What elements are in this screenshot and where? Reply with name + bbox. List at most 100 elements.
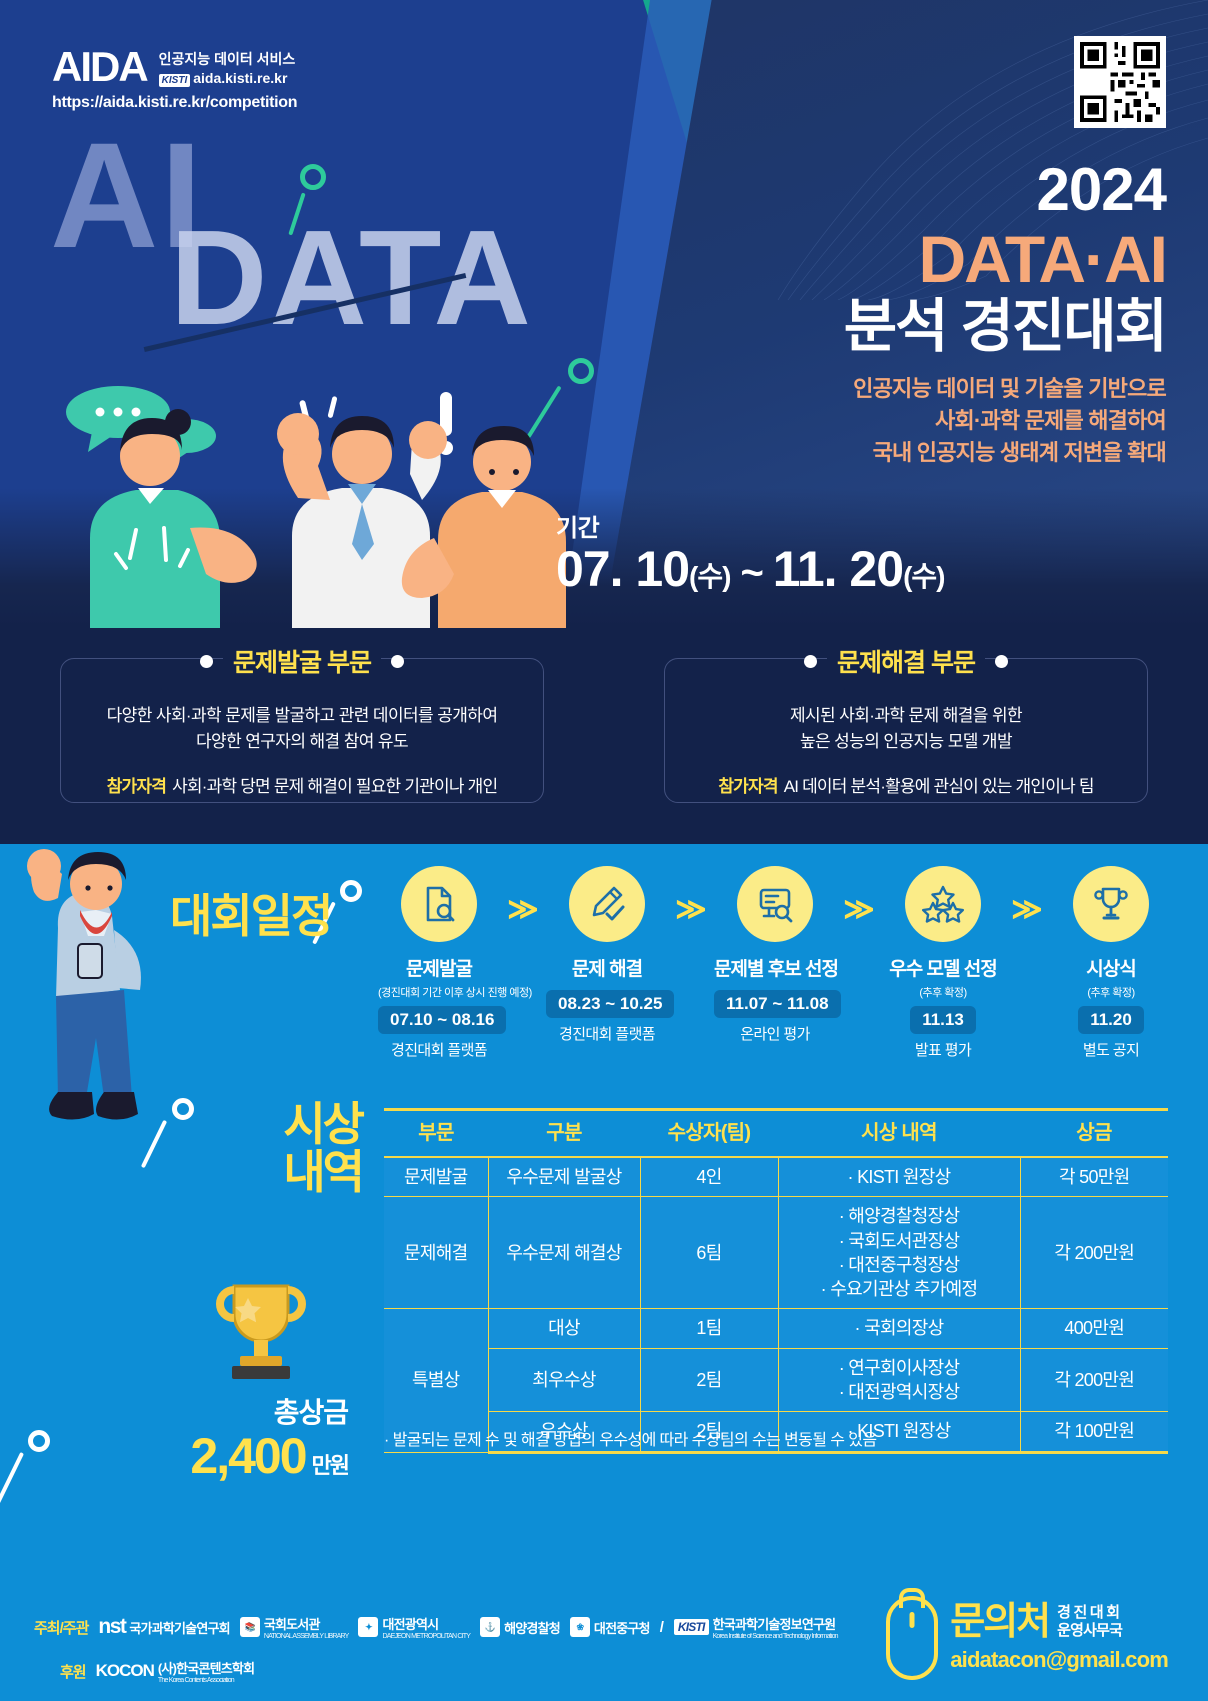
watermark-ai-data: AI DATA — [30, 111, 650, 439]
competition-url[interactable]: https://aida.kisti.re.kr/competition — [52, 94, 298, 111]
junggu-emblem-icon: ❀ — [569, 1617, 590, 1637]
category-dot-right-icon — [390, 654, 404, 668]
host-name-junggu: 대전중구청 — [593, 1620, 651, 1636]
title-desc-line-2: 사회·과학 문제를 해결하여 — [935, 407, 1167, 433]
people-illustration — [66, 386, 566, 628]
cell-amount: 각 50만원 — [1019, 1156, 1168, 1198]
sponsor-logo-kocon: KOCON (사)한국콘텐츠학회 The Korea Contents Asso… — [95, 1661, 255, 1684]
step-circle-5 — [1073, 866, 1149, 942]
cell-bumun-2: 문제해결 — [384, 1196, 489, 1310]
step-where-2: 경진대회 플랫폼 — [559, 1026, 656, 1043]
footer-section — [0, 1584, 1208, 1701]
daejeon-emblem-icon: ✦ — [358, 1617, 379, 1637]
col-header-detail: 시상 내역 — [778, 1108, 1020, 1158]
footer-separator: / — [659, 1618, 664, 1636]
total-prize-block: 총상금 2,400 만원 — [168, 1276, 350, 1481]
pin-tail-decoration — [288, 192, 306, 236]
pencil-check-icon — [592, 886, 625, 921]
aida-logo-mark: AIDA — [52, 43, 149, 90]
sponsor-en-kocon: The Korea Contents Association — [157, 1677, 235, 1684]
cell-count-5: 2팀 — [639, 1411, 779, 1454]
cell-count-3: 1팀 — [639, 1308, 779, 1349]
category-body-line-2-b: 높은 성능의 인공지능 모델 개발 — [799, 731, 1013, 751]
cell-gubun-3: 대상 — [487, 1308, 641, 1349]
period-start: 07. 10 — [556, 541, 690, 597]
cell-gubun-2: 우수문제 해결상 — [487, 1196, 641, 1310]
host-name-coastguard: 해양경찰청 — [504, 1620, 561, 1636]
step-where-4: 발표 평가 — [914, 1042, 972, 1059]
step-note-5: (추후 확정) — [1087, 987, 1135, 999]
qr-code[interactable] — [1074, 36, 1166, 128]
contact-title: 문의처 — [950, 1601, 1051, 1643]
contact-office-line-2: 운영사무국 — [1057, 1622, 1123, 1640]
year-label: 2024 — [1036, 156, 1167, 223]
col-header-gubun: 구분 — [488, 1108, 640, 1158]
step-note: (경진대회 기간 이후 상시 진행 예정) — [378, 987, 532, 999]
table-header-row: 부문 구분 수상자(팀) 시상 내역 상금 — [384, 1108, 1168, 1158]
category-title: 문제발굴 부문 — [223, 643, 381, 679]
cell-gubun: 우수문제 발굴상 — [487, 1156, 641, 1198]
trophy-icon — [1094, 887, 1128, 920]
step-label-3: 문제별 후보 선정 — [714, 959, 839, 980]
watermark-ai-text: AI — [50, 111, 204, 279]
contact-email[interactable]: aidatacon@gmail.com — [950, 1647, 1169, 1672]
qualification-text-2: AI 데이터 분석·활용에 관심이 있는 개인이나 팀 — [783, 777, 1095, 796]
schedule-step[interactable]: 문제발굴 (경진대회 기간 이후 상시 진행 예정) 07.10 ~ 08.16… — [378, 866, 532, 1060]
qualification-label: 참가자격 — [106, 777, 167, 796]
table-row: 문제발굴 우수문제 발굴상 4인 · KISTI 원장상 각 50만원 — [384, 1156, 1168, 1198]
host-organizations-row: 주최/주관 nst 국가과학기술연구회 📚 국회도서관 NATIONAL ASS… — [34, 1614, 839, 1640]
chevron-right-icon-3: ≫ — [843, 893, 875, 926]
library-emblem-icon: 📚 — [239, 1617, 260, 1637]
col-header-count: 수상자(팀) — [640, 1108, 778, 1158]
period-start-day: (수) — [689, 561, 731, 592]
category-box-solving: 문제해결 부문 제시된 사회·과학 문제 해결을 위한 높은 성능의 인공지능 … — [664, 643, 1148, 803]
period-end: 11. 20 — [772, 541, 904, 597]
host-logo-junggu: ❀ 대전중구청 — [569, 1617, 651, 1637]
cell-amount-5: 각 100만원 — [1019, 1411, 1168, 1454]
host-en-kisti: Korea Institute of Science and Technolog… — [712, 1633, 839, 1640]
contact-block: 문의처 경 진 대 회 운영사무국 aidatacon@gmail.com — [886, 1596, 1169, 1680]
prize-table: 부문 구분 수상자(팀) 시상 내역 상금 문제발굴 우수문제 발굴상 4인 ·… — [384, 1108, 1168, 1454]
total-prize-amount: 2,400 만원 — [168, 1431, 350, 1481]
step-where: 경진대회 플랫폼 — [391, 1042, 488, 1059]
host-en-daejeon: DAEJEON METROPOLITAN CITY — [382, 1633, 471, 1640]
qualification-text: 사회·과학 당면 문제 해결이 필요한 기관이나 개인 — [172, 777, 498, 796]
sponsor-label: 후원 — [60, 1663, 87, 1681]
category-body-line-1: 다양한 사회·과학 문제를 발굴하고 관련 데이터를 공개하여 — [106, 706, 498, 725]
step-label-4: 우수 모델 선정 — [889, 959, 997, 980]
gold-trophy-icon — [216, 1284, 306, 1379]
schedule-step-4[interactable]: 우수 모델 선정 (추후 확정) 11.13 발표 평가 — [882, 866, 1004, 1060]
pin-circle-icon-5 — [340, 880, 362, 902]
host-name-kisti: 한국과학기술정보연구원 — [712, 1617, 837, 1632]
prize-title-line-1: 시상 — [283, 1098, 365, 1150]
table-row-5: 우수상 2팀 · KISTI 원장상 각 100만원 — [384, 1411, 1168, 1454]
aida-logo-block[interactable]: AIDA 인공지능 데이터 서비스 KISTI aida.kisti.re.kr … — [52, 43, 298, 112]
category-title-2: 문제해결 부문 — [827, 643, 985, 679]
list-search-icon — [759, 888, 793, 923]
cell-detail: · KISTI 원장상 — [777, 1156, 1021, 1198]
category-body-line-2: 다양한 연구자의 해결 참여 유도 — [195, 731, 409, 751]
aida-site-label: aida.kisti.re.kr — [193, 69, 288, 86]
schedule-step-2[interactable]: 문제 해결 08.23 ~ 10.25 경진대회 플랫폼 — [546, 866, 675, 1044]
host-logo-daejeon: ✦ 대전광역시 DAEJEON METROPOLITAN CITY — [358, 1614, 471, 1640]
step-circle-2 — [569, 866, 645, 942]
step-circle-4 — [905, 866, 981, 942]
period-block: 기간 07. 10(수) ~11. 20(수) — [556, 508, 945, 597]
host-label: 주최/주관 — [34, 1619, 89, 1637]
schedule-step-3[interactable]: 문제별 후보 선정 11.07 ~ 11.08 온라인 평가 — [714, 866, 841, 1044]
contact-office-line-1: 경 진 대 회 — [1057, 1603, 1120, 1621]
cell-count-4: 2팀 — [639, 1347, 779, 1413]
schedule-title: 대회일정 — [170, 890, 333, 942]
cell-detail-4: · 연구회이사장상 · 대전광역시장상 — [777, 1347, 1021, 1413]
period-end-day: (수) — [903, 561, 945, 592]
pin-circle-icon — [300, 164, 326, 190]
hero-section: AI DATA AIDA 인공지능 데이터 서비스 KISTI aida.kist… — [0, 0, 1208, 628]
schedule-step-5[interactable]: 시상식 (추후 확정) 11.20 별도 공지 — [1050, 866, 1172, 1060]
col-header-bumun: 부문 — [384, 1108, 488, 1158]
main-title: DATA·AI — [918, 222, 1169, 296]
chevron-right-icon-2: ≫ — [675, 893, 707, 926]
step-where-3: 온라인 평가 — [740, 1026, 810, 1043]
mouse-icon — [886, 1596, 939, 1680]
table-row-2: 문제해결 우수문제 해결상 6팀 · 해양경찰청장상 · 국회도서관장상 · 대… — [384, 1196, 1168, 1310]
